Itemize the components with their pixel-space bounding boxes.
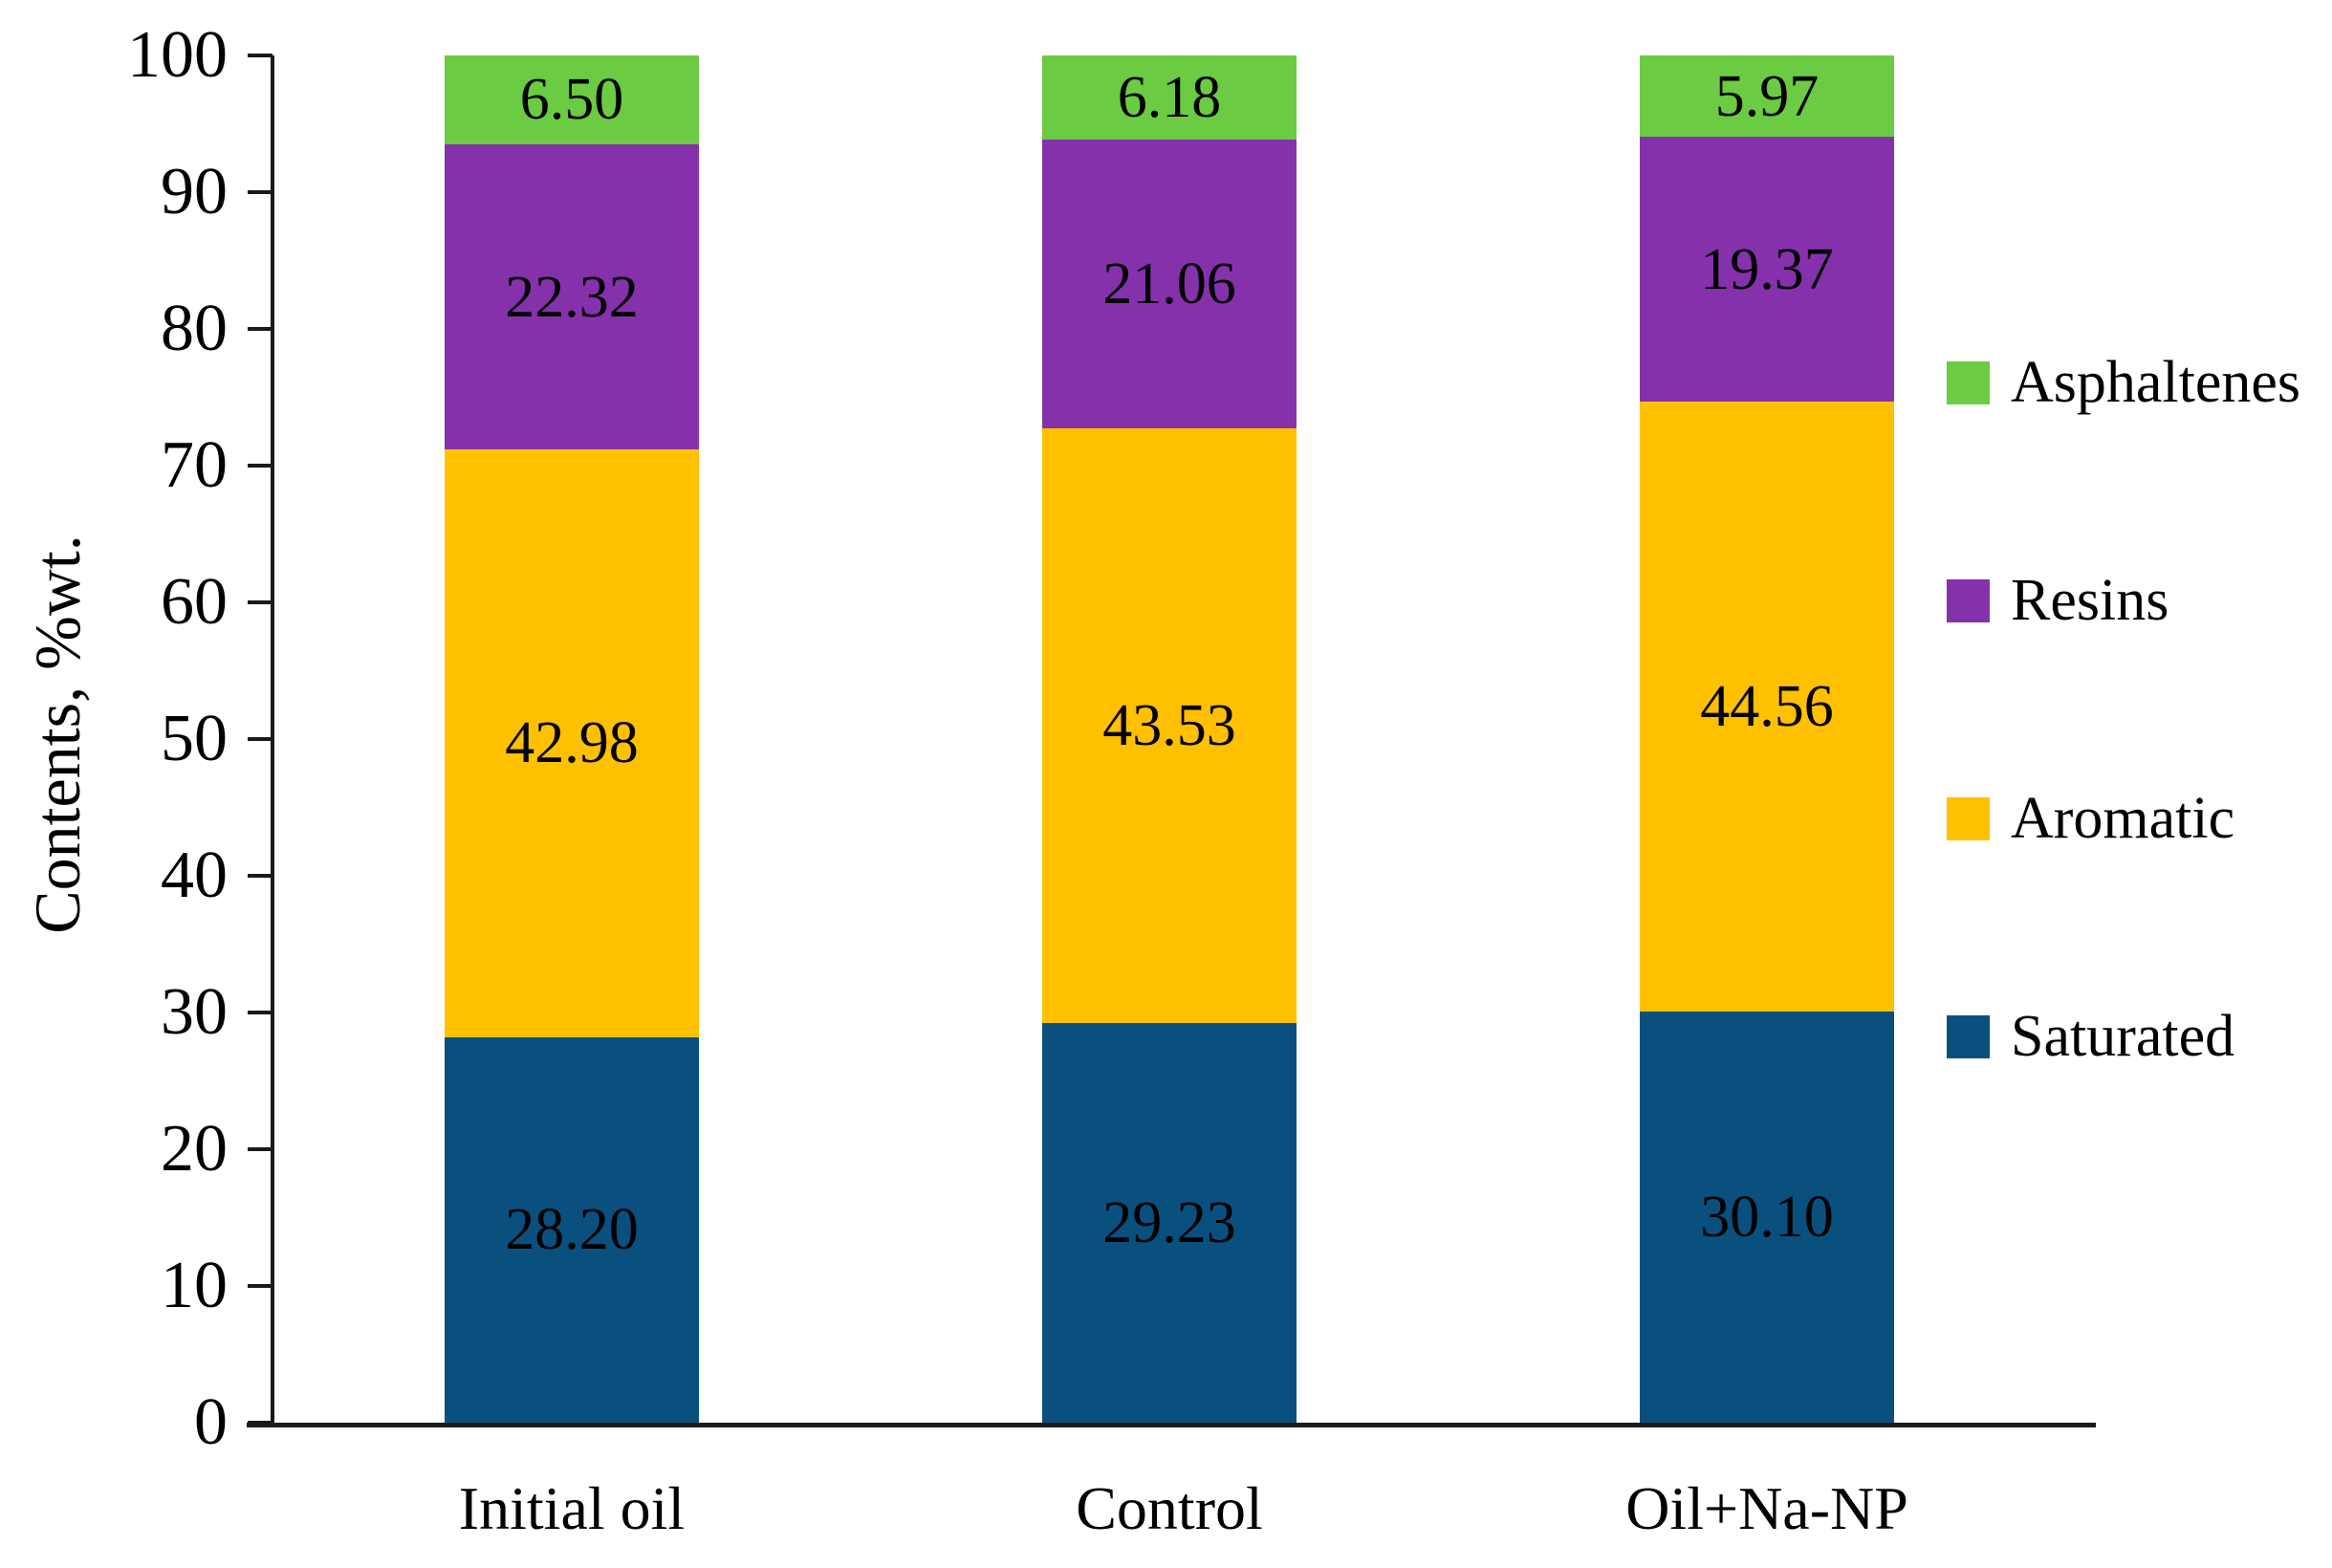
- bar-segment-saturated: 30.10: [1640, 1011, 1894, 1423]
- value-label-resins: 22.32: [505, 264, 639, 330]
- value-label-resins: 21.06: [1102, 250, 1236, 316]
- bar-segment-aromatic: 43.53: [1042, 427, 1297, 1023]
- y-tick-label: 50: [161, 702, 228, 775]
- value-label-asphaltenes: 6.18: [1117, 65, 1222, 131]
- legend-swatch-saturated: [1947, 1014, 1990, 1058]
- value-label-saturated: 29.23: [1102, 1189, 1236, 1255]
- value-label-aromatic: 43.53: [1102, 692, 1236, 758]
- y-tick-label: 40: [161, 838, 228, 912]
- bar-segment-saturated: 29.23: [1042, 1023, 1297, 1423]
- y-tick: [248, 54, 272, 57]
- legend-item-asphaltenes: Asphaltenes: [1947, 342, 2300, 423]
- legend-item-resins: Resins: [1947, 560, 2169, 641]
- legend-item-saturated: Saturated: [1947, 996, 2234, 1077]
- bar-segment-resins: 21.06: [1042, 140, 1297, 428]
- legend-swatch-asphaltenes: [1947, 360, 1990, 404]
- y-tick-label: 70: [161, 428, 228, 502]
- y-tick-label: 30: [161, 975, 228, 1049]
- bar-segment-asphaltenes: 6.50: [445, 55, 699, 144]
- legend-label-aromatic: Aromatic: [2011, 786, 2235, 851]
- bar-segment-resins: 22.32: [445, 143, 699, 450]
- value-label-saturated: 30.10: [1700, 1184, 1834, 1250]
- y-tick-label: 90: [161, 155, 228, 229]
- y-tick: [248, 600, 272, 604]
- bar-segment-aromatic: 42.98: [445, 449, 699, 1037]
- x-axis: [247, 1423, 2096, 1427]
- bar-segment-resins: 19.37: [1640, 137, 1894, 403]
- legend-label-saturated: Saturated: [2011, 1004, 2235, 1069]
- y-tick: [248, 737, 272, 741]
- value-label-saturated: 28.20: [505, 1197, 639, 1263]
- y-tick-label: 0: [194, 1385, 228, 1459]
- y-tick-label: 100: [127, 18, 228, 92]
- bar-segment-aromatic: 44.56: [1640, 402, 1894, 1012]
- y-tick: [248, 874, 272, 878]
- bar-column-oil-na-np: 30.10 44.56 19.37 5.97: [1640, 0, 1894, 1423]
- value-label-asphaltenes: 6.50: [519, 67, 624, 133]
- bar-column-initial-oil: 28.20 42.98 22.32 6.50: [445, 0, 699, 1423]
- y-tick: [248, 1011, 272, 1014]
- legend-item-aromatic: Aromatic: [1947, 778, 2234, 859]
- legend-label-resins: Resins: [2011, 568, 2169, 633]
- y-tick: [248, 464, 272, 468]
- y-axis: [271, 55, 274, 1426]
- y-tick: [248, 327, 272, 331]
- y-tick: [248, 1284, 272, 1288]
- legend-swatch-resins: [1947, 578, 1990, 622]
- x-axis-label-control: Control: [1076, 1474, 1263, 1542]
- bar-segment-asphaltenes: 5.97: [1640, 55, 1894, 138]
- y-tick: [248, 190, 272, 194]
- y-tick-label: 80: [161, 292, 228, 365]
- y-tick-label: 60: [161, 565, 228, 639]
- y-tick-label: 10: [161, 1249, 228, 1322]
- bar-segment-asphaltenes: 6.18: [1042, 55, 1297, 141]
- value-label-aromatic: 42.98: [505, 710, 639, 776]
- bar-column-control: 29.23 43.53 21.06 6.18: [1042, 0, 1297, 1423]
- value-label-resins: 19.37: [1700, 236, 1834, 302]
- value-label-asphaltenes: 5.97: [1714, 63, 1820, 129]
- bar-segment-saturated: 28.20: [445, 1036, 699, 1423]
- y-tick-label: 20: [161, 1112, 228, 1186]
- legend-swatch-aromatic: [1947, 796, 1990, 840]
- y-tick: [248, 1147, 272, 1151]
- x-axis-label-oil-na-np: Oil+Na-NP: [1625, 1474, 1908, 1542]
- x-axis-label-initial-oil: Initial oil: [458, 1474, 686, 1542]
- legend-label-asphaltenes: Asphaltenes: [2011, 350, 2301, 415]
- value-label-aromatic: 44.56: [1700, 673, 1834, 739]
